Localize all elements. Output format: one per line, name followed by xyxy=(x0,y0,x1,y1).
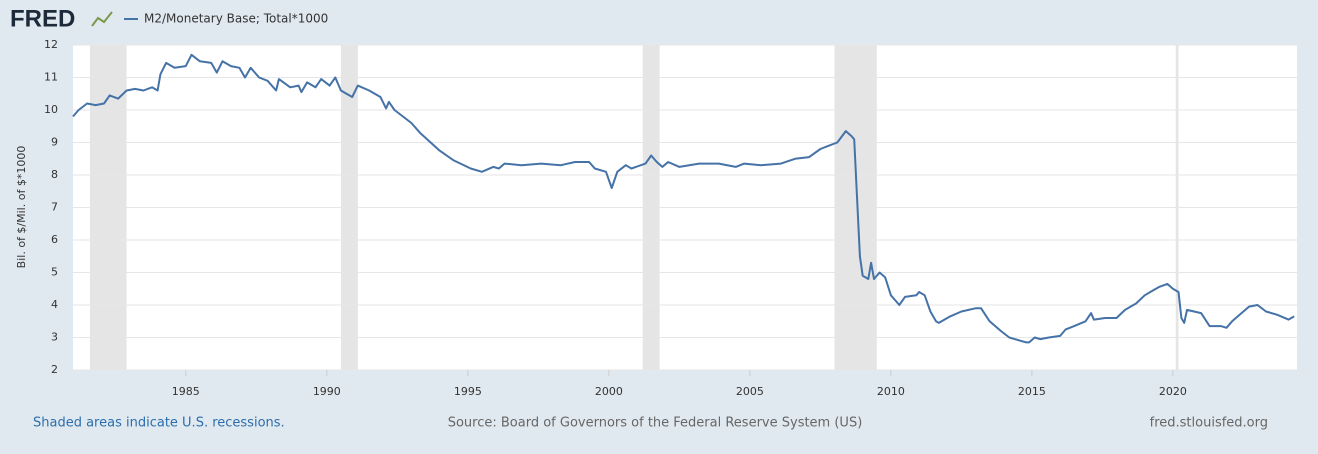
x-tick-label: 2015 xyxy=(1018,385,1046,398)
y-tick-label: 6 xyxy=(51,233,58,246)
x-tick-label: 2010 xyxy=(877,385,905,398)
y-tick-label: 2 xyxy=(51,363,58,376)
x-tick-label: 2020 xyxy=(1159,385,1187,398)
y-tick-label: 9 xyxy=(51,136,58,149)
logo-icon xyxy=(91,11,113,27)
legend-label: M2/Monetary Base; Total*1000 xyxy=(144,12,328,26)
source: Source: Board of Governors of the Federa… xyxy=(448,416,863,431)
site-link[interactable]: fred.stlouisfed.org xyxy=(1150,416,1268,431)
y-tick-label: 7 xyxy=(51,201,58,214)
logo: FRED xyxy=(10,5,75,32)
recession-note[interactable]: Shaded areas indicate U.S. recessions. xyxy=(33,416,285,431)
y-tick-label: 4 xyxy=(51,298,58,311)
x-tick-label: 1985 xyxy=(172,385,200,398)
y-tick-label: 3 xyxy=(51,331,58,344)
x-tick-label: 2005 xyxy=(736,385,764,398)
y-tick-label: 10 xyxy=(44,103,58,116)
x-tick-label: 2000 xyxy=(595,385,623,398)
y-axis-label: Bil. of $/Mil. of $*1000 xyxy=(15,146,28,269)
y-tick-label: 5 xyxy=(51,266,58,279)
y-tick-label: 11 xyxy=(44,71,58,84)
x-tick-label: 1990 xyxy=(313,385,341,398)
series-line xyxy=(72,53,1295,344)
y-tick-label: 8 xyxy=(51,168,58,181)
y-tick-label: 12 xyxy=(44,38,58,51)
x-tick-label: 1995 xyxy=(454,385,482,398)
